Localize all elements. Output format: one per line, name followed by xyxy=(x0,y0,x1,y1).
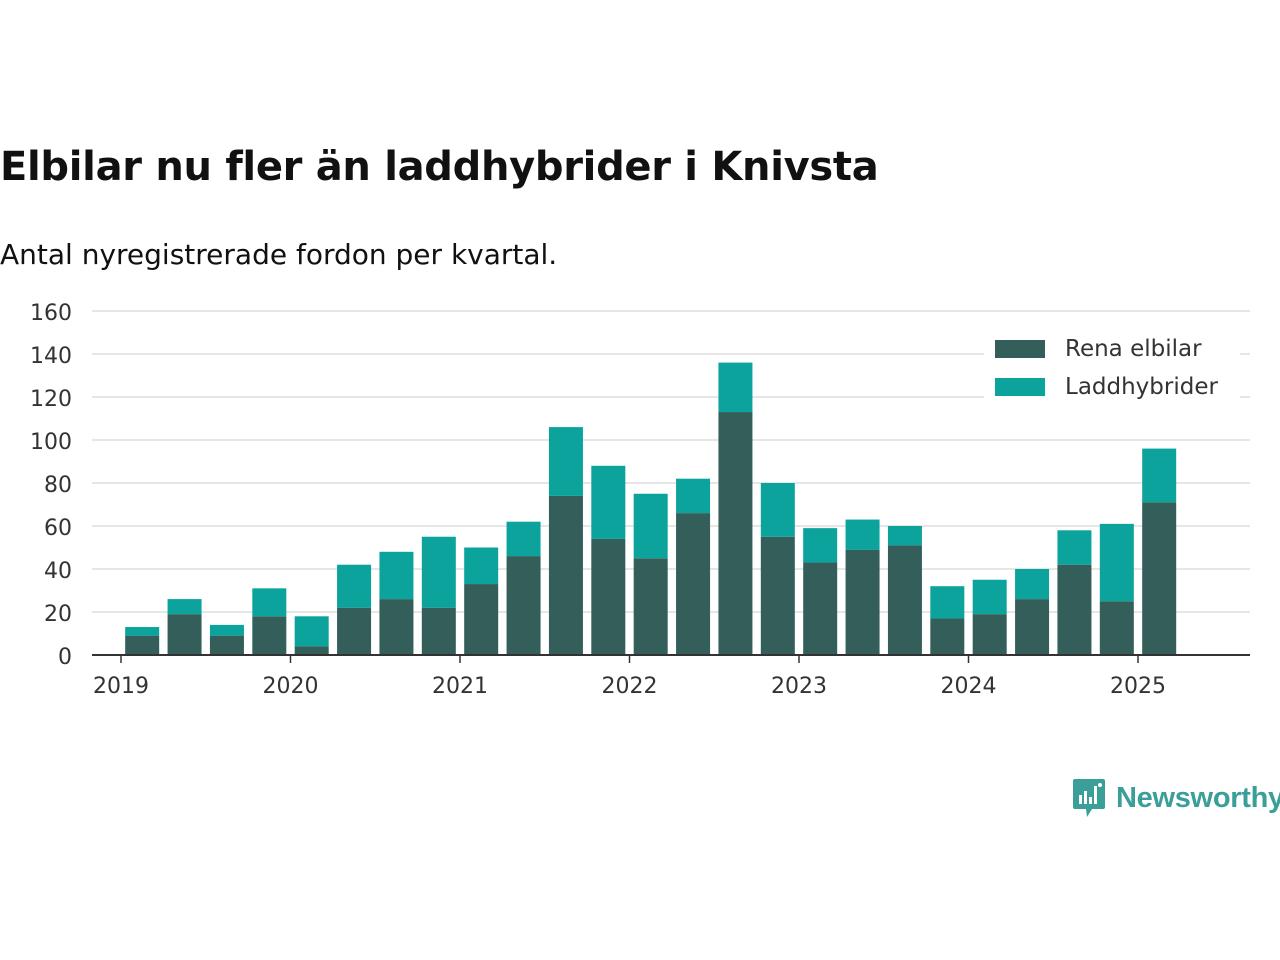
y-tick-label: 60 xyxy=(44,516,72,541)
bar-laddhybrider xyxy=(252,588,287,617)
bar-laddhybrider xyxy=(845,519,880,550)
bar-rena-elbilar xyxy=(887,545,922,655)
bar-rena-elbilar xyxy=(676,513,711,655)
bar-laddhybrider xyxy=(421,536,456,608)
bar-laddhybrider xyxy=(1142,448,1177,503)
legend-swatch xyxy=(995,340,1045,358)
y-tick-label: 40 xyxy=(44,559,72,584)
x-tick-label: 2021 xyxy=(432,674,488,699)
bar-laddhybrider xyxy=(1099,523,1134,602)
x-tick-label: 2019 xyxy=(93,674,149,699)
bar-laddhybrider xyxy=(125,627,160,636)
bar-rena-elbilar xyxy=(930,618,965,655)
bar-laddhybrider xyxy=(803,528,838,563)
bar-chart-speech-bubble-icon xyxy=(1073,779,1105,817)
bar-rena-elbilar xyxy=(803,562,838,655)
bar-laddhybrider xyxy=(294,616,329,647)
y-tick-label: 120 xyxy=(30,387,72,412)
bar-rena-elbilar xyxy=(760,536,795,655)
y-tick-label: 0 xyxy=(58,645,72,670)
bar-laddhybrider xyxy=(760,483,795,537)
x-tick-label: 2025 xyxy=(1110,674,1166,699)
bar-rena-elbilar xyxy=(294,646,329,655)
x-tick-label: 2022 xyxy=(602,674,658,699)
bar-laddhybrider xyxy=(1057,530,1092,565)
bar-rena-elbilar xyxy=(506,556,541,655)
bar-rena-elbilar xyxy=(1099,601,1134,655)
bar-rena-elbilar xyxy=(209,635,244,655)
bar-laddhybrider xyxy=(548,427,583,496)
bar-laddhybrider xyxy=(167,599,202,615)
bar-rena-elbilar xyxy=(718,412,753,655)
bar-rena-elbilar xyxy=(464,584,499,655)
bar-rena-elbilar xyxy=(972,614,1007,655)
legend-label: Laddhybrider xyxy=(1065,374,1218,400)
bar-rena-elbilar xyxy=(125,635,160,655)
x-tick-label: 2023 xyxy=(771,674,827,699)
bar-rena-elbilar xyxy=(1015,599,1050,655)
chart-subtitle: Antal nyregistrerade fordon per kvartal. xyxy=(0,238,558,271)
bar-laddhybrider xyxy=(209,624,244,636)
bar-laddhybrider xyxy=(379,551,414,600)
bar-rena-elbilar xyxy=(548,495,583,655)
bar-laddhybrider xyxy=(1015,569,1050,600)
x-tick-label: 2020 xyxy=(263,674,319,699)
y-tick-label: 80 xyxy=(44,473,72,498)
bar-laddhybrider xyxy=(676,478,711,514)
legend-label: Rena elbilar xyxy=(1065,336,1202,362)
bar-laddhybrider xyxy=(337,564,372,608)
bar-rena-elbilar xyxy=(633,558,668,655)
y-tick-label: 20 xyxy=(44,602,72,627)
chart-title: Elbilar nu fler än laddhybrider i Knivst… xyxy=(0,144,879,190)
bar-rena-elbilar xyxy=(1057,564,1092,655)
bar-rena-elbilar xyxy=(845,549,880,655)
bar-laddhybrider xyxy=(506,521,541,557)
bar-rena-elbilar xyxy=(379,599,414,655)
bar-rena-elbilar xyxy=(591,538,626,655)
y-tick-label: 160 xyxy=(30,301,72,326)
bar-laddhybrider xyxy=(930,586,965,619)
legend-swatch xyxy=(995,378,1045,396)
bar-laddhybrider xyxy=(591,465,626,539)
bar-rena-elbilar xyxy=(252,616,287,655)
bar-rena-elbilar xyxy=(167,614,202,655)
y-tick-label: 100 xyxy=(30,430,72,455)
bar-laddhybrider xyxy=(718,362,753,413)
brand-name: Newsworthy xyxy=(1116,781,1280,814)
bar-rena-elbilar xyxy=(421,607,456,655)
bar-rena-elbilar xyxy=(1142,502,1177,655)
newsworthy-logo: Newsworthy xyxy=(1072,776,1280,820)
x-tick-label: 2024 xyxy=(941,674,997,699)
bar-laddhybrider xyxy=(887,526,922,546)
bar-rena-elbilar xyxy=(337,607,372,655)
y-tick-label: 140 xyxy=(30,344,72,369)
bar-laddhybrider xyxy=(464,547,499,585)
bar-laddhybrider xyxy=(633,493,668,559)
bar-laddhybrider xyxy=(972,579,1007,615)
